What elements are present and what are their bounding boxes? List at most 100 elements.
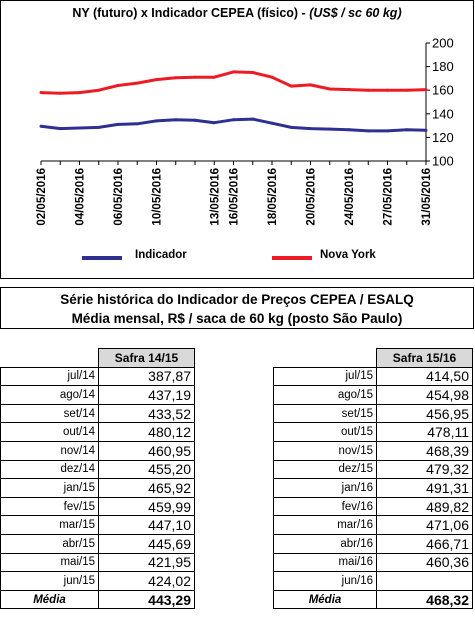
value-cell: 491,31: [376, 478, 473, 498]
value-cell: 471,06: [376, 515, 473, 535]
table-row: mai/15 421,95: [0, 552, 195, 573]
series-2-point: [251, 71, 255, 74]
safra-header: Safra 14/15: [98, 348, 195, 368]
chart-legend: Indicador Nova York: [0, 246, 474, 268]
table-row: set/14 433,52: [0, 403, 195, 424]
x-tick-label: 24/05/2016: [344, 168, 356, 226]
x-tick-label: 02/05/2016: [36, 168, 48, 226]
y-tick-label: 200: [432, 36, 454, 51]
chart-title: NY (futuro) x Indicador CEPEA (físico) -…: [72, 6, 402, 20]
value-cell: 456,95: [376, 403, 473, 424]
series-1-point: [116, 122, 120, 126]
series-1-point: [58, 127, 62, 131]
legend-swatch: [82, 256, 122, 260]
table-row: fev/16 489,82: [273, 496, 473, 517]
table-row: fev/15 459,99: [0, 496, 195, 517]
series-2-point: [347, 88, 351, 92]
series-2-point: [78, 91, 81, 95]
series-2-point: [58, 91, 62, 95]
value-cell: 424,02: [98, 571, 195, 591]
historico-subtitle: Média mensal, R$ / saca de 60 kg (posto …: [71, 311, 403, 326]
table-row: mar/15 447,10: [0, 515, 195, 535]
x-tick-label: 16/05/2016: [229, 168, 241, 226]
series-1-point: [424, 128, 428, 132]
value-cell: 466,71: [376, 533, 473, 554]
table-row: jun/15 424,02: [0, 571, 195, 591]
value-cell: 447,10: [98, 515, 195, 535]
series-2-point: [174, 76, 178, 80]
value-cell: 387,87: [98, 366, 195, 387]
series-2-point: [97, 88, 101, 92]
series-2-point: [328, 87, 332, 91]
average-value: 468,32: [376, 589, 473, 610]
table-row: ago/14 437,19: [0, 385, 195, 405]
y-tick-label: 180: [432, 59, 454, 74]
month-cell: jul/14: [0, 366, 99, 387]
legend-swatch: [272, 256, 312, 260]
series-1-point: [135, 122, 139, 126]
value-cell: 465,92: [98, 478, 195, 498]
value-cell: 454,98: [376, 385, 473, 405]
x-tick-label: 13/05/2016: [209, 168, 221, 226]
header-blank-cell: [0, 348, 99, 368]
value-cell: 489,82: [376, 496, 473, 517]
series-1-point: [405, 128, 409, 132]
series-2-point: [39, 91, 43, 95]
series-1-point: [78, 126, 81, 130]
table-row: jul/15 414,50: [273, 366, 473, 387]
series-1-point: [97, 125, 101, 129]
series-2-point: [212, 75, 216, 79]
table-row: jun/16: [273, 571, 473, 591]
series-2-point: [232, 70, 235, 74]
month-cell: mar/15: [0, 515, 99, 535]
average-value: 443,29: [98, 589, 195, 610]
value-cell: 445,69: [98, 533, 195, 554]
table-row: abr/15 445,69: [0, 533, 195, 554]
series-1-point: [39, 124, 43, 128]
value-cell: 421,95: [98, 552, 195, 573]
month-cell: jun/15: [0, 571, 99, 591]
series-2-point: [289, 84, 293, 88]
month-cell: jul/15: [273, 366, 377, 387]
series-2-point: [116, 83, 120, 87]
line-chart: 100 120 140 160 180 200 02/05/2016 04/05/2016 06…: [36, 36, 454, 226]
month-cell: set/15: [273, 403, 377, 424]
table-row: out/14 480,12: [0, 422, 195, 442]
table-row: abr/16 466,71: [273, 533, 473, 554]
value-cell: 437,19: [98, 385, 195, 405]
table-row: mai/16 460,36: [273, 552, 473, 573]
average-row: Média 468,32: [273, 589, 473, 610]
value-cell: [376, 571, 473, 591]
month-cell: set/14: [0, 403, 99, 424]
value-cell: 455,20: [98, 459, 195, 480]
x-tick-label: 18/05/2016: [267, 168, 279, 226]
month-cell: out/14: [0, 422, 99, 442]
month-cell: jan/15: [0, 478, 99, 498]
series-1-point: [386, 129, 389, 133]
month-cell: ago/14: [0, 385, 99, 405]
legend-label: Indicador: [135, 249, 187, 261]
average-row: Média 443,29: [0, 589, 195, 610]
value-cell: 460,36: [376, 552, 473, 573]
safra-header: Safra 15/16: [376, 348, 473, 368]
month-cell: ago/15: [273, 385, 377, 405]
series-1-point: [328, 127, 332, 131]
value-cell: 460,95: [98, 440, 195, 461]
series-1-point: [174, 118, 178, 122]
historico-title: Série histórica do Indicador de Preços C…: [60, 292, 414, 307]
table-row: nov/14 460,95: [0, 440, 195, 461]
table-header-row: Safra 14/15: [0, 348, 195, 368]
series-2-point: [424, 88, 428, 92]
x-tick-label: 04/05/2016: [75, 168, 87, 226]
table-row: jan/15 465,92: [0, 478, 195, 498]
series-1-point: [193, 118, 197, 122]
x-tick-label: 10/05/2016: [152, 168, 164, 226]
table-row: dez/15 479,32: [273, 459, 473, 480]
series-2-point: [405, 88, 409, 92]
chart-panel: [0, 0, 474, 279]
table-row: mar/16 471,06: [273, 515, 473, 535]
value-cell: 414,50: [376, 366, 473, 387]
value-cell: 480,12: [98, 422, 195, 442]
month-cell: nov/15: [273, 440, 377, 461]
month-cell: fev/15: [0, 496, 99, 517]
